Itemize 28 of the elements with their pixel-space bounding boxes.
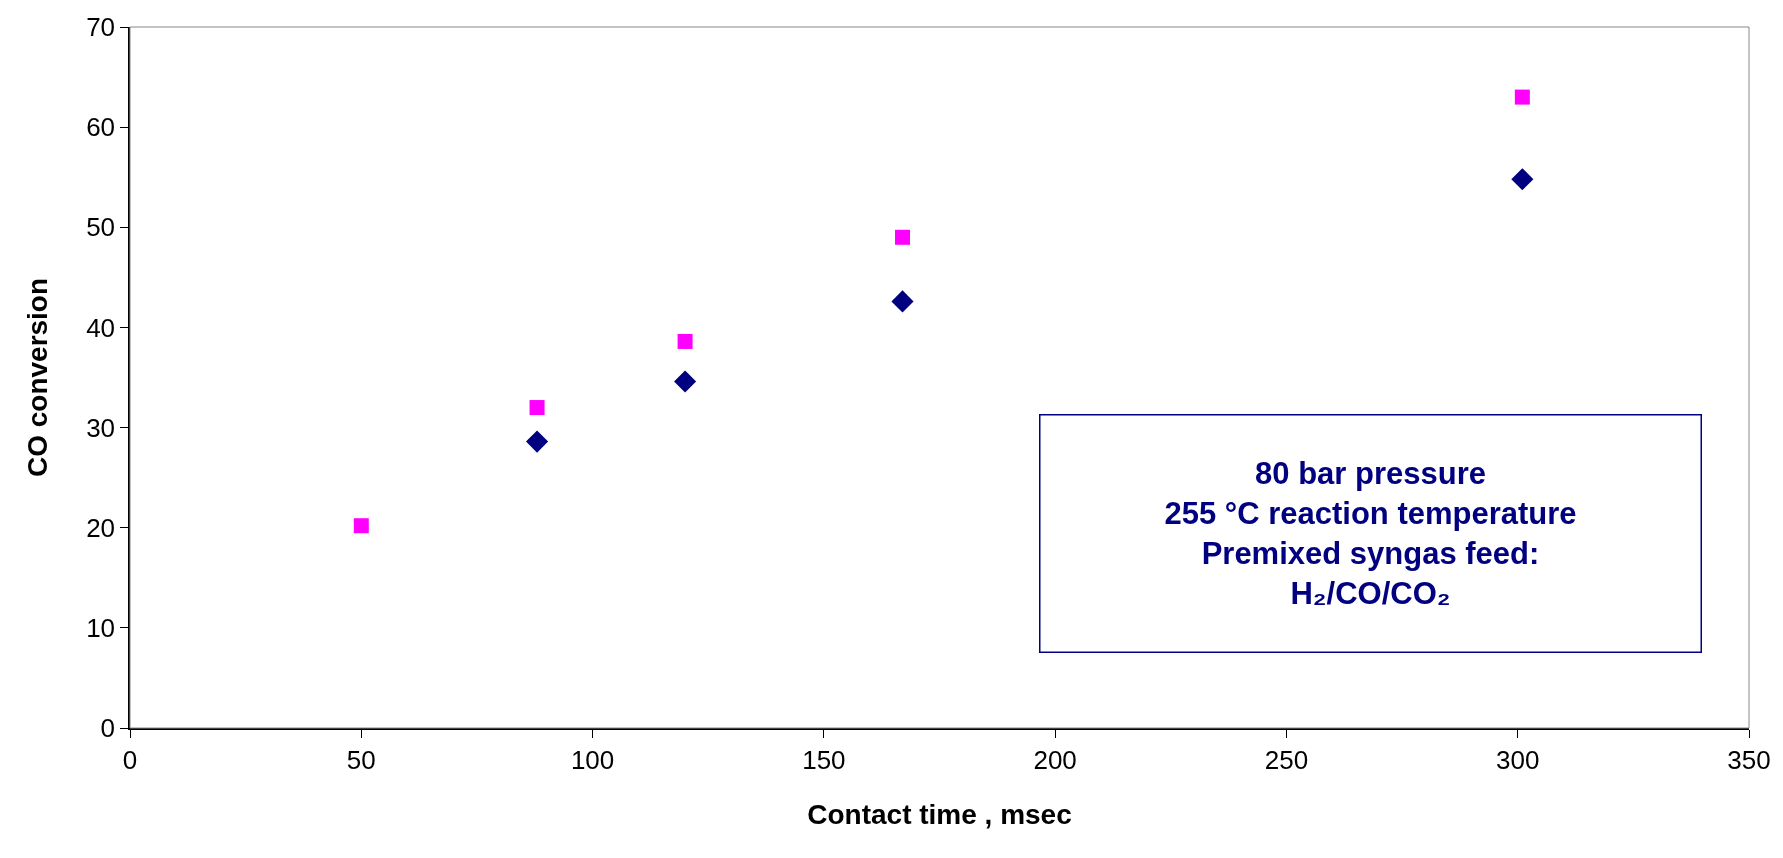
x-tick-label: 0 <box>122 744 138 775</box>
y-tick-label: 10 <box>86 612 116 643</box>
x-tick-label: 250 <box>1264 744 1309 775</box>
point <box>674 370 697 393</box>
point <box>1511 168 1534 191</box>
x-tick-label: 150 <box>802 744 846 775</box>
x-tick-label: 50 <box>346 744 376 775</box>
point <box>677 333 693 349</box>
x-tick-label: 100 <box>570 744 615 775</box>
y-tick-label: 30 <box>86 412 116 443</box>
y-tick-label: 50 <box>86 212 116 243</box>
x-axis-title: Contact time , msec <box>807 798 1072 830</box>
point <box>529 400 545 416</box>
annotation: 80 bar pressure 255 °C reaction temperature Premixed syngas feed: H₂/CO/CO₂ <box>1164 455 1577 612</box>
point <box>1514 89 1530 105</box>
point <box>526 430 549 453</box>
y-tick-label: 40 <box>86 312 116 343</box>
x-tick-label: 300 <box>1496 744 1540 775</box>
y-tick-label: 60 <box>86 112 116 143</box>
x-tick-label: 350 <box>1727 744 1771 775</box>
y-tick-label: 0 <box>100 713 116 744</box>
point <box>891 290 914 313</box>
y-tick-label: 20 <box>86 512 116 543</box>
y-tick-label: 70 <box>86 12 116 43</box>
x-tick-label: 200 <box>1033 744 1077 775</box>
point <box>353 518 369 534</box>
point <box>894 229 910 245</box>
y-axis-title: CO conversion <box>22 277 54 478</box>
